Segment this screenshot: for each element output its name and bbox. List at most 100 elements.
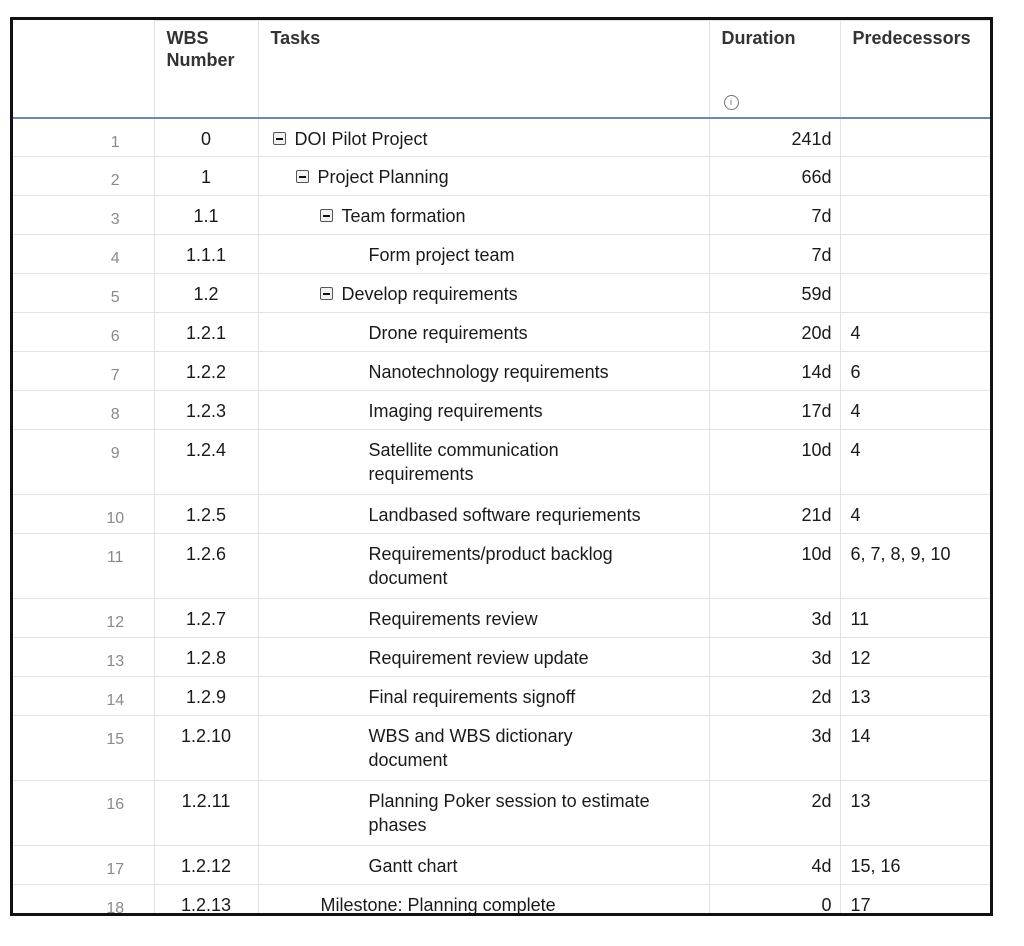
table-row[interactable]: 5 1.2 Develop requirements 59d <box>13 273 990 313</box>
wbs-cell[interactable]: 1.1.1 <box>153 234 259 274</box>
table-row[interactable]: 9 1.2.4 Satellite communication requirement… <box>13 429 990 495</box>
row-number[interactable]: 14 <box>13 676 155 716</box>
duration-cell[interactable]: 4d <box>708 845 841 885</box>
wbs-cell[interactable]: 1.2.9 <box>153 676 259 716</box>
duration-cell[interactable]: 59d <box>708 273 841 313</box>
duration-cell[interactable]: 66d <box>708 156 841 196</box>
wbs-cell[interactable]: 1.2.12 <box>153 845 259 885</box>
predecessors-cell[interactable] <box>839 117 990 157</box>
table-row[interactable]: 1 0 DOI Pilot Project 241d <box>13 117 990 157</box>
wbs-cell[interactable]: 1.1 <box>153 195 259 235</box>
table-row[interactable]: 2 1 Project Planning 66d <box>13 156 990 196</box>
task-cell[interactable]: Requirement review update <box>257 637 710 677</box>
row-number[interactable]: 11 <box>13 533 155 599</box>
duration-cell[interactable]: 241d <box>708 117 841 157</box>
table-row[interactable]: 16 1.2.11 Planning Poker session to estima… <box>13 780 990 846</box>
row-number[interactable]: 8 <box>13 390 155 430</box>
table-row[interactable]: 6 1.2.1 Drone requirements 20d 4 <box>13 312 990 352</box>
task-cell[interactable]: Imaging requirements <box>257 390 710 430</box>
predecessors-cell[interactable]: 4 <box>839 494 990 534</box>
task-cell[interactable]: Project Planning <box>257 156 710 196</box>
table-row[interactable]: 15 1.2.10 WBS and WBS dictionary document 3d… <box>13 715 990 781</box>
row-number-header[interactable] <box>13 20 155 119</box>
table-row[interactable]: 4 1.1.1 Form project team 7d <box>13 234 990 274</box>
column-header-tasks[interactable]: Tasks <box>257 20 710 119</box>
collapse-toggle-icon[interactable] <box>272 131 286 145</box>
duration-cell[interactable]: 3d <box>708 637 841 677</box>
task-cell[interactable]: Team formation <box>257 195 710 235</box>
wbs-cell[interactable]: 1.2.5 <box>153 494 259 534</box>
row-number[interactable]: 10 <box>13 494 155 534</box>
duration-cell[interactable]: 3d <box>708 598 841 638</box>
row-number[interactable]: 13 <box>13 637 155 677</box>
row-number[interactable]: 2 <box>13 156 155 196</box>
task-cell[interactable]: Nanotechnology requirements <box>257 351 710 391</box>
row-number[interactable]: 1 <box>13 117 155 157</box>
task-cell[interactable]: Develop requirements <box>257 273 710 313</box>
wbs-cell[interactable]: 1.2.3 <box>153 390 259 430</box>
duration-cell[interactable]: 7d <box>708 234 841 274</box>
row-number[interactable]: 12 <box>13 598 155 638</box>
task-cell[interactable]: Drone requirements <box>257 312 710 352</box>
row-number[interactable]: 15 <box>13 715 155 781</box>
wbs-cell[interactable]: 1 <box>153 156 259 196</box>
table-row[interactable]: 14 1.2.9 Final requirements signoff 2d 13 <box>13 676 990 716</box>
wbs-cell[interactable]: 1.2.10 <box>153 715 259 781</box>
predecessors-cell[interactable]: 4 <box>839 429 990 495</box>
collapse-toggle-icon[interactable] <box>295 170 309 183</box>
predecessors-cell[interactable] <box>839 273 990 313</box>
duration-cell[interactable]: 20d <box>708 312 841 352</box>
predecessors-cell[interactable]: 4 <box>839 390 990 430</box>
wbs-cell[interactable]: 1.2.7 <box>153 598 259 638</box>
predecessors-cell[interactable]: 6, 7, 8, 9, 10 <box>839 533 990 599</box>
collapse-toggle-icon[interactable] <box>319 209 333 222</box>
predecessors-cell[interactable]: 14 <box>839 715 990 781</box>
duration-cell[interactable]: 14d <box>708 351 841 391</box>
task-cell[interactable]: Form project team <box>257 234 710 274</box>
task-cell[interactable]: Landbased software requriements <box>257 494 710 534</box>
predecessors-cell[interactable]: 11 <box>839 598 990 638</box>
row-number[interactable]: 4 <box>13 234 155 274</box>
predecessors-cell[interactable]: 17 <box>839 884 990 913</box>
row-number[interactable]: 16 <box>13 780 155 846</box>
task-cell[interactable]: Milestone: Planning complete <box>257 884 710 913</box>
row-number[interactable]: 7 <box>13 351 155 391</box>
task-cell[interactable]: Gantt chart <box>257 845 710 885</box>
predecessors-cell[interactable]: 13 <box>839 676 990 716</box>
row-number[interactable]: 5 <box>13 273 155 313</box>
table-row[interactable]: 3 1.1 Team formation 7d <box>13 195 990 235</box>
wbs-cell[interactable]: 1.2.11 <box>153 780 259 846</box>
table-row[interactable]: 11 1.2.6 Requirements/product backlog docum… <box>13 533 990 599</box>
predecessors-cell[interactable] <box>839 156 990 196</box>
wbs-cell[interactable]: 1.2.8 <box>153 637 259 677</box>
duration-cell[interactable]: 21d <box>708 494 841 534</box>
wbs-cell[interactable]: 1.2.4 <box>153 429 259 495</box>
task-cell[interactable]: DOI Pilot Project <box>257 117 710 157</box>
predecessors-cell[interactable] <box>839 195 990 235</box>
duration-cell[interactable]: 2d <box>708 676 841 716</box>
table-row[interactable]: 17 1.2.12 Gantt chart 4d 15, 16 <box>13 845 990 885</box>
table-row[interactable]: 8 1.2.3 Imaging requirements 17d 4 <box>13 390 990 430</box>
row-number[interactable]: 3 <box>13 195 155 235</box>
task-cell[interactable]: Final requirements signoff <box>257 676 710 716</box>
row-number[interactable]: 6 <box>13 312 155 352</box>
predecessors-cell[interactable]: 4 <box>839 312 990 352</box>
predecessors-cell[interactable]: 15, 16 <box>839 845 990 885</box>
task-cell[interactable]: Planning Poker session to estimate phases <box>257 780 710 846</box>
task-cell[interactable]: Requirements review <box>257 598 710 638</box>
duration-cell[interactable]: 0 <box>708 884 841 913</box>
table-row[interactable]: 10 1.2.5 Landbased software requriements 21… <box>13 494 990 534</box>
collapse-toggle-icon[interactable] <box>319 287 333 300</box>
wbs-cell[interactable]: 1.2 <box>153 273 259 313</box>
wbs-cell[interactable]: 1.2.1 <box>153 312 259 352</box>
wbs-cell[interactable]: 1.2.2 <box>153 351 259 391</box>
predecessors-cell[interactable]: 12 <box>839 637 990 677</box>
predecessors-cell[interactable]: 13 <box>839 780 990 846</box>
table-row[interactable]: 13 1.2.8 Requirement review update 3d 12 <box>13 637 990 677</box>
duration-cell[interactable]: 10d <box>708 429 841 495</box>
task-cell[interactable]: Satellite communication requirements <box>257 429 710 495</box>
row-number[interactable]: 17 <box>13 845 155 885</box>
task-cell[interactable]: WBS and WBS dictionary document <box>257 715 710 781</box>
duration-cell[interactable]: 3d <box>708 715 841 781</box>
column-header-duration[interactable]: Duration i <box>708 20 841 119</box>
